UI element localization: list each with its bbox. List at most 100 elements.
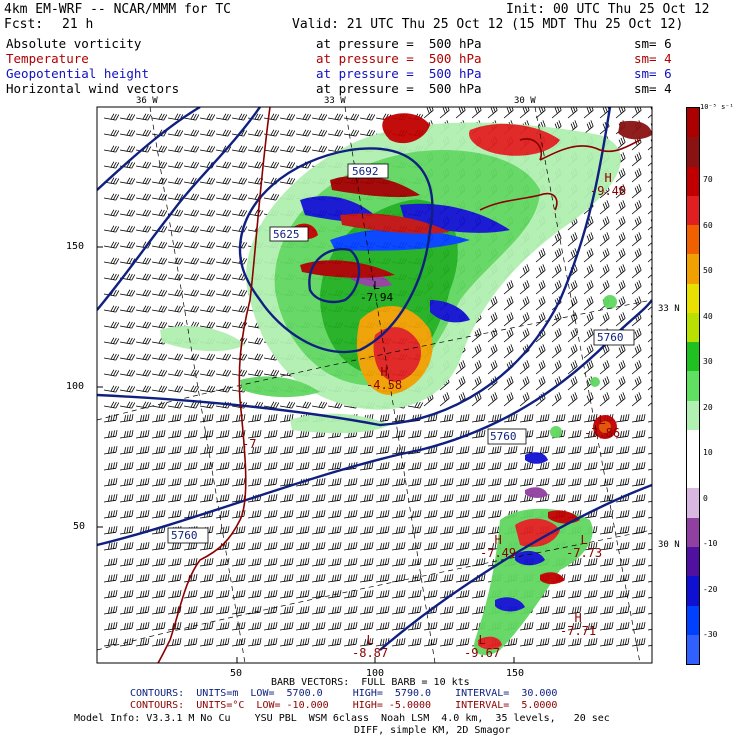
wind-barb (423, 478, 438, 487)
wind-barb (407, 478, 422, 487)
wind-barb (135, 305, 152, 313)
wind-barb (647, 435, 652, 439)
wind-barb (231, 574, 246, 583)
wind-barb (455, 542, 470, 551)
wind-barb (583, 107, 594, 119)
wind-barb (551, 264, 562, 279)
wind-barb (263, 526, 278, 535)
wind-barb (231, 177, 248, 185)
wind-barb (327, 574, 342, 583)
field-name: Temperature (6, 51, 89, 66)
wind-barb (167, 305, 184, 313)
wind-barb (119, 510, 134, 519)
wind-barb (631, 376, 642, 391)
wind-barb (135, 161, 152, 169)
wind-barb (391, 510, 406, 519)
wind-barb (343, 446, 358, 455)
colorbar-segment (687, 634, 699, 665)
wind-barb (647, 235, 652, 247)
field-pressure: at pressure = 500 hPa (316, 51, 482, 66)
wind-barb (631, 168, 642, 183)
wind-barb (503, 312, 514, 327)
wind-barb (167, 590, 182, 599)
wind-barb (215, 622, 230, 631)
x-tick-label: 150 (506, 668, 525, 679)
wind-barb (615, 248, 626, 263)
wind-barb (439, 638, 454, 647)
wind-barb (151, 273, 168, 281)
wind-barb (359, 430, 374, 439)
wind-barb (567, 558, 582, 567)
wind-barb (103, 369, 120, 377)
wind-barb (647, 531, 652, 535)
wind-barb (327, 478, 342, 487)
wind-barb (327, 622, 342, 631)
wind-barb (551, 360, 562, 375)
wind-barb (359, 638, 374, 647)
wind-barb (183, 225, 200, 233)
wind-barb (279, 526, 294, 535)
wind-barb (615, 526, 630, 535)
wind-barb (183, 462, 198, 471)
wind-barb (647, 643, 652, 647)
wind-barb (199, 446, 214, 455)
wind-barb (439, 558, 454, 567)
wind-barb (215, 369, 232, 377)
wind-barb (119, 241, 136, 249)
wind-barb (231, 638, 246, 647)
wind-barb (503, 478, 518, 487)
wind-barb (199, 590, 214, 599)
wind-barb (151, 574, 166, 583)
wind-barb (119, 478, 134, 487)
lon-label: 33 W (324, 96, 346, 106)
model-physics: DIFF, simple KM, 2D Smagor (354, 725, 511, 736)
wind-barb (455, 414, 470, 423)
wind-barb (583, 590, 598, 599)
wind-barb (215, 430, 230, 439)
valid-time: Valid: 21 UTC Thu 25 Oct 12 (15 MDT Thu … (292, 17, 684, 32)
wind-barb (567, 462, 582, 471)
wind-barb (279, 401, 296, 409)
extremum-value: -4.58 (366, 378, 403, 392)
wind-barb (135, 622, 150, 631)
wind-barb (343, 129, 360, 137)
extremum-marker: L -7.73 (566, 534, 602, 560)
wind-barb (343, 590, 358, 599)
x-tick-label: 100 (366, 668, 385, 679)
wind-barb (647, 595, 652, 599)
wind-barb (423, 462, 438, 471)
wind-barb (567, 312, 578, 327)
wind-barb (647, 579, 652, 583)
wind-barb (599, 558, 614, 567)
colorbar-segment (687, 400, 699, 430)
wind-barb (439, 494, 454, 503)
wind-barb (199, 638, 214, 647)
wind-barb (295, 590, 310, 599)
wind-barb (119, 526, 134, 535)
height-contour-info: CONTOURS: UNITS=m LOW= 5700.0 HIGH= 5790… (130, 688, 558, 699)
wind-barb (551, 494, 566, 503)
extremum-value: -7.94 (360, 291, 394, 304)
wind-barb (375, 622, 390, 631)
wind-barb (455, 107, 466, 119)
wind-barb (615, 376, 626, 391)
wind-barb (119, 638, 134, 647)
wind-barb (247, 590, 262, 599)
wind-barb (327, 590, 342, 599)
wind-barb (199, 574, 214, 583)
wind-barb (487, 510, 502, 519)
wind-barb (503, 344, 514, 359)
wind-barb (103, 145, 120, 153)
wind-barb (567, 606, 582, 615)
wind-barb (647, 419, 652, 423)
wind-barb (631, 526, 646, 535)
wind-barb (295, 494, 310, 503)
wind-barb (455, 574, 470, 583)
wind-barb (295, 542, 310, 551)
wind-barb (599, 542, 614, 551)
wind-barb (167, 494, 182, 503)
wind-barb (535, 296, 546, 311)
wind-barb (567, 392, 578, 407)
wind-barb (567, 414, 582, 423)
wind-barb (567, 232, 578, 247)
